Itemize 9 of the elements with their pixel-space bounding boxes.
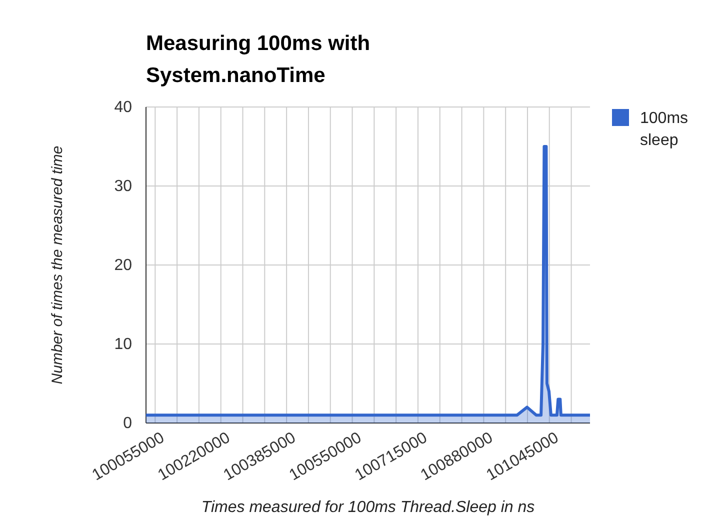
x-axis-title: Times measured for 100ms Thread.Sleep in ns — [201, 499, 535, 516]
y-tick-label: 30 — [114, 178, 132, 196]
y-tick-label: 10 — [114, 336, 132, 354]
y-tick-label: 40 — [114, 99, 132, 116]
legend-label: 100ms sleep — [640, 110, 688, 149]
y-tick-label: 20 — [114, 257, 132, 274]
y-axis-title: Number of times the measured time — [49, 146, 66, 384]
y-tick-label: 0 — [123, 415, 132, 432]
chart-title: Measuring 100ms with System.nanoTime — [146, 32, 370, 87]
